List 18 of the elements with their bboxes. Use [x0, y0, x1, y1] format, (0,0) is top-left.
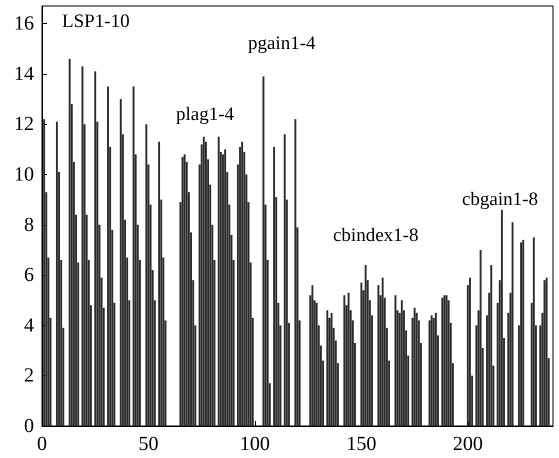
annotation: cbgain1-8: [462, 189, 538, 210]
x-tick-label: 100: [240, 433, 270, 455]
y-tick-label: 6: [24, 264, 34, 286]
y-tick-label: 4: [24, 314, 34, 336]
annotation: LSP1-10: [62, 11, 130, 32]
x-tick-label: 150: [346, 433, 376, 455]
x-tick-label: 200: [452, 433, 483, 455]
y-tick-label: 16: [14, 12, 34, 35]
y-tick-label: 0: [24, 415, 34, 437]
y-tick-label: 14: [14, 62, 34, 85]
y-tick-label: 2: [24, 364, 34, 387]
annotation: cbindex1-8: [333, 225, 418, 246]
y-tick-label: 8: [24, 214, 34, 236]
x-tick-label: 50: [138, 433, 158, 455]
y-tick-label: 12: [14, 113, 34, 136]
annotation: pgain1-4: [248, 33, 316, 54]
y-tick-label: 10: [14, 164, 34, 186]
annotation: plag1-4: [176, 104, 235, 125]
